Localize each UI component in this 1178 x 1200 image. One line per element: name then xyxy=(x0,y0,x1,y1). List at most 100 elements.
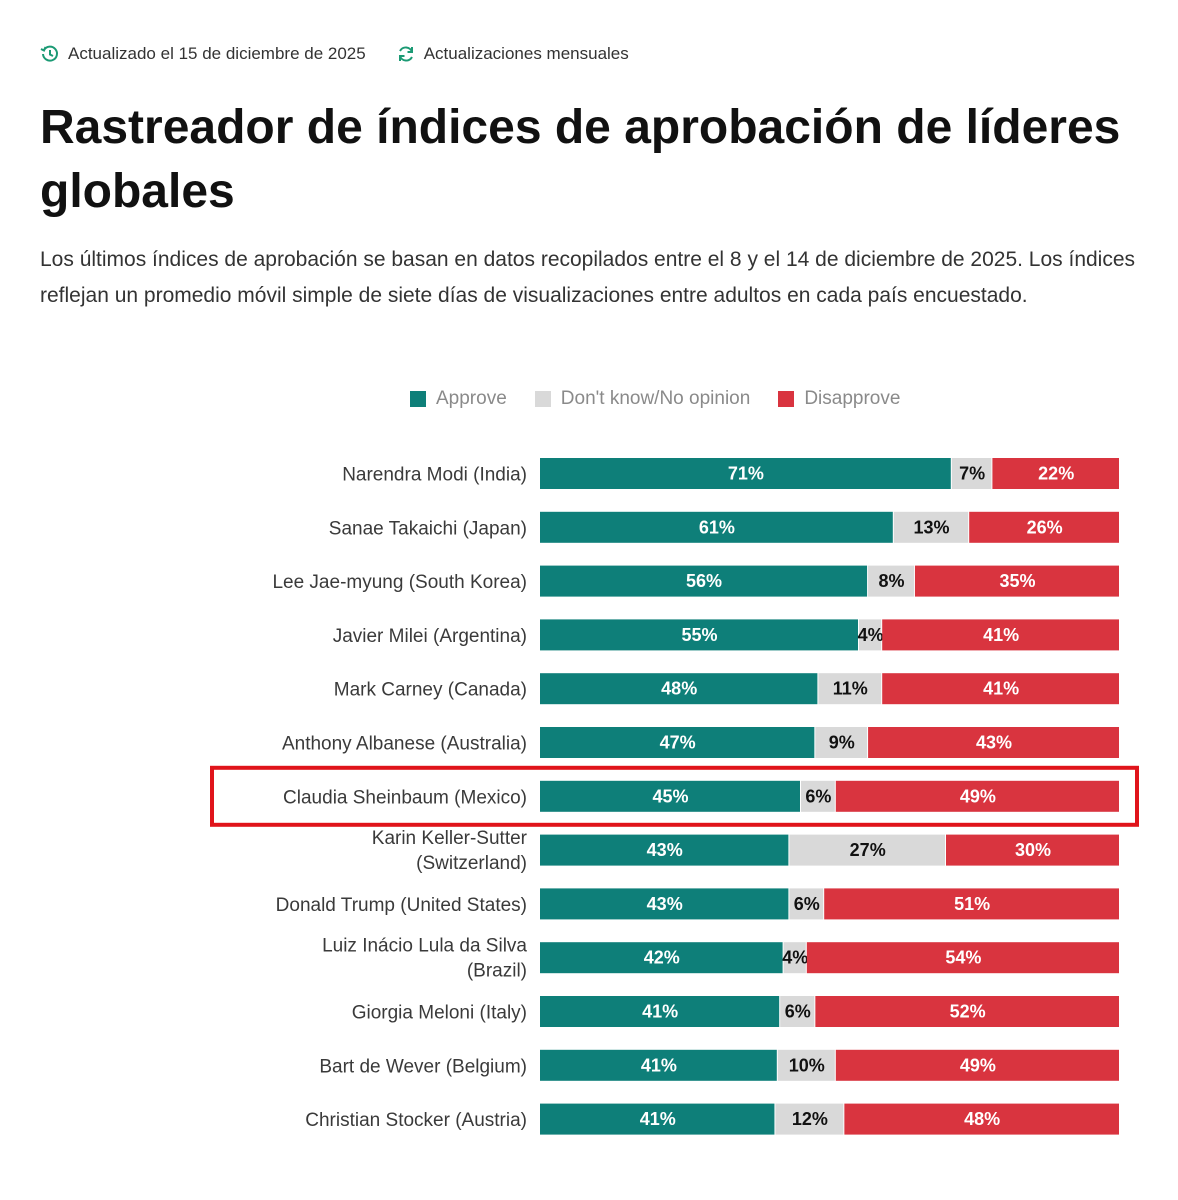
bar-value-label: 41% xyxy=(640,1109,676,1129)
row-label-line: Christian Stocker (Austria) xyxy=(305,1110,527,1131)
legend-swatch xyxy=(778,391,795,407)
frequency-info: Actualizaciones mensuales xyxy=(396,44,629,64)
bar-segment xyxy=(777,1049,835,1081)
bar-segment xyxy=(992,458,1119,489)
bar-value-label: 8% xyxy=(879,571,905,591)
updated-info: Actualizado el 15 de diciembre de 2025 xyxy=(40,44,366,64)
row-label: Donald Trump (United States) xyxy=(276,895,527,916)
bar-value-label: 26% xyxy=(1027,517,1063,537)
row-label: Narendra Modi (India) xyxy=(342,465,527,486)
bar-segment xyxy=(969,511,1119,543)
refresh-icon xyxy=(398,46,413,62)
row-label-line: Giorgia Meloni (Italy) xyxy=(352,1003,527,1024)
row-label: Christian Stocker (Austria) xyxy=(305,1110,527,1131)
bar-value-label: 52% xyxy=(950,1002,986,1022)
bar-value-label: 41% xyxy=(983,625,1019,645)
page-description: Los últimos índices de aprobación se bas… xyxy=(40,248,1136,307)
bar-value-label: 22% xyxy=(1038,464,1074,484)
row-label-line: Claudia Sheinbaum (Mexico) xyxy=(283,787,527,808)
row-label-line: Narendra Modi (India) xyxy=(342,465,527,486)
bar-segment xyxy=(946,834,1119,866)
bar-value-label: 43% xyxy=(647,894,683,914)
bar-segment xyxy=(540,1103,775,1135)
bar-segment xyxy=(540,673,818,705)
row-label: Anthony Albanese (Australia) xyxy=(282,734,527,755)
bar-value-label: 4% xyxy=(782,948,808,968)
bar-segment xyxy=(540,996,780,1027)
bar-segment xyxy=(818,673,882,705)
bar-value-label: 27% xyxy=(850,840,886,860)
row-label: Bart de Wever (Belgium) xyxy=(319,1056,527,1077)
bar-segment xyxy=(540,834,789,866)
bar-value-label: 49% xyxy=(960,1055,996,1075)
bar-value-label: 6% xyxy=(805,786,831,806)
row-label-line: Anthony Albanese (Australia) xyxy=(282,734,527,755)
bar-segment xyxy=(540,888,789,920)
bar-value-label: 30% xyxy=(1015,840,1051,860)
bar-segment xyxy=(540,780,800,812)
row-label-line: Luiz Inácio Lula da Silva xyxy=(322,936,527,957)
row-label-line: Donald Trump (United States) xyxy=(276,895,527,916)
row-label: Lee Jae-myung (South Korea) xyxy=(272,572,527,593)
row-label: Giorgia Meloni (Italy) xyxy=(352,1003,527,1024)
legend-item-2: Disapprove xyxy=(778,388,900,410)
legend-label: Approve xyxy=(436,388,507,409)
row-label-line: Karin Keller-Sutter xyxy=(372,828,528,849)
bar-segment xyxy=(835,780,1119,812)
legend-item-0: Approve xyxy=(410,388,507,410)
row-label: Javier Milei (Argentina) xyxy=(333,626,527,647)
bar-value-label: 41% xyxy=(983,679,1019,699)
bar-value-label: 42% xyxy=(644,948,680,968)
bar-segment xyxy=(540,458,951,489)
bar-segment xyxy=(801,780,835,812)
bar-segment xyxy=(540,619,858,651)
bar-value-label: 47% xyxy=(660,733,696,753)
highlight-box xyxy=(210,765,1139,827)
row-label-line: Sanae Takaichi (Japan) xyxy=(329,518,527,539)
bar-segment xyxy=(859,619,882,651)
bar-segment xyxy=(844,1103,1119,1135)
bar-segment xyxy=(540,511,893,543)
bar-segment xyxy=(789,888,824,920)
row-label-line: (Brazil) xyxy=(467,961,527,982)
bar-segment xyxy=(914,565,1119,597)
bar-value-label: 56% xyxy=(686,571,722,591)
bar-segment xyxy=(780,996,815,1027)
bar-value-label: 12% xyxy=(792,1109,828,1129)
bar-value-label: 54% xyxy=(945,948,981,968)
bar-value-label: 41% xyxy=(641,1055,677,1075)
bar-segment xyxy=(540,1049,777,1081)
bar-segment xyxy=(783,942,806,974)
row-label: Mark Carney (Canada) xyxy=(334,680,527,701)
bar-segment xyxy=(893,511,969,543)
clock-refresh-icon xyxy=(40,45,58,62)
row-label-line: Lee Jae-myung (South Korea) xyxy=(272,572,527,593)
bar-segment xyxy=(815,996,1119,1027)
updated-text: Actualizado el 15 de diciembre de 2025 xyxy=(68,44,366,63)
bar-value-label: 9% xyxy=(829,733,855,753)
row-label: Karin Keller-Sutter (Switzerland) xyxy=(372,828,528,874)
bar-value-label: 6% xyxy=(785,1002,811,1022)
bar-segment xyxy=(824,888,1119,920)
approval-chart: Narendra Modi (India) 71% 7% 22% Sanae Takai… xyxy=(210,458,1139,1135)
bar-value-label: 48% xyxy=(661,679,697,699)
page-title: Rastreador de índices de aprobación de l… xyxy=(40,101,1121,218)
update-info: Actualizado el 15 de diciembre de 2025 A… xyxy=(40,44,659,64)
bar-segment xyxy=(868,727,1119,758)
row-label: Sanae Takaichi (Japan) xyxy=(329,518,527,539)
bar-value-label: 61% xyxy=(699,517,735,537)
row-label-line: (Switzerland) xyxy=(416,853,527,874)
row-label-line: Bart de Wever (Belgium) xyxy=(319,1056,527,1077)
bar-segment xyxy=(789,834,945,866)
bar-value-label: 43% xyxy=(647,840,683,860)
legend-label: Disapprove xyxy=(804,388,901,409)
bar-value-label: 4% xyxy=(858,625,884,645)
bar-value-label: 51% xyxy=(954,894,990,914)
bar-value-label: 48% xyxy=(964,1109,1000,1129)
chart-legend: Approve Don't know/No opinion Disapprove xyxy=(410,388,928,410)
bar-value-label: 49% xyxy=(960,786,996,806)
bar-value-label: 11% xyxy=(833,679,868,699)
bar-value-label: 41% xyxy=(642,1002,678,1022)
bar-value-label: 45% xyxy=(652,786,688,806)
row-label-line: Mark Carney (Canada) xyxy=(334,680,527,701)
